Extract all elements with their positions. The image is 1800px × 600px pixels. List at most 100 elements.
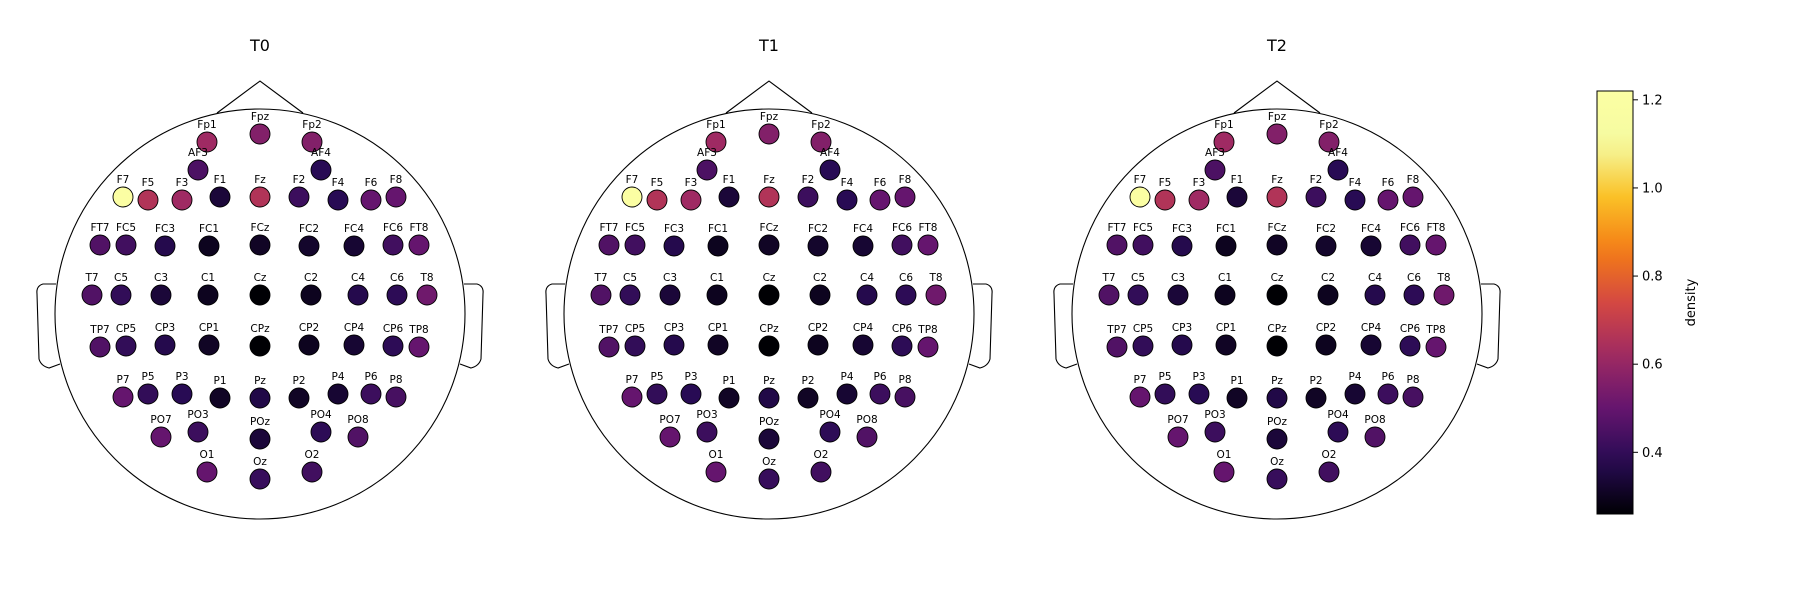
electrode-o2 [301, 461, 323, 483]
electrode-fc4 [852, 235, 874, 257]
electrode-label-p2: P2 [292, 375, 305, 387]
nose-outline [725, 80, 813, 114]
electrode-cp1 [1215, 334, 1237, 356]
electrode-label-fc5: FC5 [1133, 222, 1153, 234]
electrode-label-p8: P8 [898, 374, 911, 386]
electrode-tp8 [1425, 336, 1447, 358]
electrode-po8 [856, 426, 878, 448]
electrode-label-fc5: FC5 [625, 222, 645, 234]
electrode-label-fc6: FC6 [1400, 222, 1420, 234]
electrode-p2 [1305, 387, 1327, 409]
electrode-fp2 [1318, 131, 1340, 153]
electrode-label-f3: F3 [685, 177, 698, 189]
electrode-f4 [836, 189, 858, 211]
colorbar-label: density [1684, 278, 1699, 326]
electrode-p5 [1154, 383, 1176, 405]
electrode-cp5 [624, 335, 646, 357]
electrode-po7 [1167, 426, 1189, 448]
panel-title: T2 [1266, 36, 1287, 55]
electrode-fpz [249, 123, 271, 145]
electrode-fc6 [1399, 234, 1421, 256]
electrode-label-af4: AF4 [311, 147, 331, 159]
electrode-fc1 [707, 235, 729, 257]
electrode-ft8 [1425, 234, 1447, 256]
electrode-p8 [385, 386, 407, 408]
electrode-c4 [1364, 284, 1386, 306]
electrode-c6 [386, 284, 408, 306]
electrode-label-p4: P4 [331, 371, 344, 383]
electrode-f5 [1154, 189, 1176, 211]
electrode-t7 [81, 284, 103, 306]
electrode-fc1 [1215, 235, 1237, 257]
electrode-f3 [171, 189, 193, 211]
electrode-po3 [187, 421, 209, 443]
electrode-label-po7: PO7 [1167, 414, 1188, 426]
electrode-tp8 [917, 336, 939, 358]
electrode-label-p7: P7 [625, 374, 638, 386]
electrode-fp1 [196, 131, 218, 153]
electrode-label-cp1: CP1 [199, 322, 219, 334]
electrode-label-f2: F2 [802, 174, 815, 186]
electrode-f6 [869, 189, 891, 211]
head-outline [54, 108, 466, 520]
electrode-ft7 [1106, 234, 1128, 256]
electrode-label-p5: P5 [650, 371, 663, 383]
electrode-label-tp7: TP7 [598, 324, 618, 336]
electrode-label-f4: F4 [1349, 177, 1362, 189]
nose-outline [216, 80, 304, 114]
electrode-f2 [288, 186, 310, 208]
electrode-label-po7: PO7 [659, 414, 680, 426]
electrode-fc3 [663, 235, 685, 257]
electrode-label-f2: F2 [293, 174, 306, 186]
electrode-c4 [856, 284, 878, 306]
electrode-cp2 [807, 334, 829, 356]
electrode-label-p6: P6 [873, 371, 886, 383]
electrode-label-p7: P7 [116, 374, 129, 386]
colorbar-tick-label: 1.2 [1642, 93, 1663, 108]
colorbar: 0.4 0.6 0.8 1.0 1.2 density [1596, 90, 1699, 515]
left-ear-outline [36, 283, 61, 369]
electrode-label-cp5: CP5 [625, 323, 645, 335]
electrode-o2 [810, 461, 832, 483]
electrode-label-ft7: FT7 [91, 222, 110, 234]
electrode-label-o2: O2 [305, 449, 320, 461]
electrode-label-fc4: FC4 [344, 223, 364, 235]
electrode-label-pz: Pz [763, 375, 775, 387]
electrode-p6 [1377, 383, 1399, 405]
electrode-p4 [1344, 383, 1366, 405]
electrode-label-fcz: FCz [251, 222, 270, 234]
electrode-label-po8: PO8 [856, 414, 877, 426]
electrode-fcz [249, 234, 271, 256]
electrode-p4 [836, 383, 858, 405]
electrode-label-fz: Fz [254, 174, 266, 186]
electrode-label-fc2: FC2 [1316, 223, 1336, 235]
electrode-label-p3: P3 [175, 371, 188, 383]
electrode-f6 [1377, 189, 1399, 211]
electrode-label-c5: C5 [623, 272, 637, 284]
electrode-fp2 [301, 131, 323, 153]
electrode-label-fc3: FC3 [664, 223, 684, 235]
electrode-c1 [1214, 284, 1236, 306]
electrode-label-cp4: CP4 [1361, 322, 1382, 334]
electrode-p5 [646, 383, 668, 405]
electrode-label-poz: POz [250, 416, 271, 428]
electrode-label-cp2: CP2 [808, 322, 828, 334]
electrode-label-f8: F8 [390, 174, 403, 186]
electrode-c3 [150, 284, 172, 306]
electrode-cp1 [198, 334, 220, 356]
electrode-label-fc4: FC4 [853, 223, 873, 235]
electrode-fc6 [891, 234, 913, 256]
electrode-c2 [809, 284, 831, 306]
electrode-cp6 [1399, 335, 1421, 357]
electrode-label-cpz: CPz [1267, 323, 1287, 335]
electrode-label-p3: P3 [1192, 371, 1205, 383]
electrode-label-fp2: Fp2 [811, 119, 830, 131]
electrode-pz [249, 387, 271, 409]
electrode-tp7 [598, 336, 620, 358]
electrode-p3 [680, 383, 702, 405]
right-ear-outline [459, 283, 484, 369]
electrode-tp7 [89, 336, 111, 358]
electrode-po4 [1327, 421, 1349, 443]
electrode-c6 [1403, 284, 1425, 306]
electrode-label-cpz: CPz [250, 323, 270, 335]
